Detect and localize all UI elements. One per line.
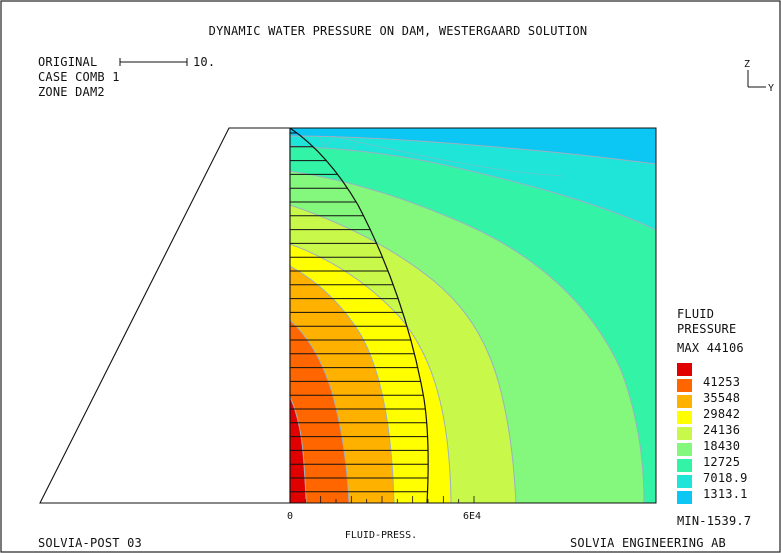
legend-min-value: MIN-1539.7 xyxy=(677,514,751,528)
legend-level-label: 1313.1 xyxy=(703,487,748,501)
legend-swatch xyxy=(677,475,692,488)
legend-level-label: 12725 xyxy=(703,455,740,469)
legend-level-label: 24136 xyxy=(703,423,740,437)
legend-title-fluid: FLUID xyxy=(677,307,714,321)
scale-bar-value: 10. xyxy=(193,55,215,69)
reservoir-contour-field xyxy=(290,128,656,503)
legend-swatch xyxy=(677,443,692,456)
legend-swatch xyxy=(677,491,692,504)
legend-max-value: MAX 44106 xyxy=(677,341,744,355)
footer-right-text: SOLVIA ENGINEERING AB xyxy=(570,536,726,550)
pressure-distribution-hatching xyxy=(290,132,429,493)
zone-label: ZONE DAM2 xyxy=(38,85,105,99)
pressure-axis-zero: 0 xyxy=(287,511,293,522)
original-label: ORIGINAL xyxy=(38,55,97,69)
y-axis-label: Y xyxy=(768,83,774,94)
pressure-legend: 41253 35548 29842 24136 18430 12725 7018.9 1313… xyxy=(677,363,748,504)
legend-level-label: 7018.9 xyxy=(703,471,748,485)
case-label: CASE COMB 1 xyxy=(38,70,120,84)
legend-level-label: 41253 xyxy=(703,375,740,389)
pressure-envelope-curve xyxy=(289,127,429,504)
legend-swatch xyxy=(677,395,692,408)
legend-swatch xyxy=(677,427,692,440)
plot-title: DYNAMIC WATER PRESSURE ON DAM, WESTERGAA… xyxy=(209,24,588,38)
legend-level-label: 35548 xyxy=(703,391,740,405)
legend-level-label: 18430 xyxy=(703,439,740,453)
footer-left-text: SOLVIA-POST 03 xyxy=(38,536,142,550)
pressure-axis-label: FLUID-PRESS. xyxy=(345,530,417,541)
legend-title-pressure: PRESSURE xyxy=(677,322,736,336)
legend-swatch xyxy=(677,459,692,472)
pressure-axis-ticks xyxy=(289,496,475,503)
pressure-axis-max: 6E4 xyxy=(463,511,481,522)
contour-level-35548 xyxy=(290,319,350,503)
z-axis-label: Z xyxy=(744,59,750,70)
legend-swatch xyxy=(677,363,692,376)
surface-noise-line xyxy=(318,136,359,152)
contour-surface-line xyxy=(330,135,562,177)
legend-level-label: 29842 xyxy=(703,407,740,421)
legend-swatch xyxy=(677,379,692,392)
legend-swatch xyxy=(677,411,692,424)
